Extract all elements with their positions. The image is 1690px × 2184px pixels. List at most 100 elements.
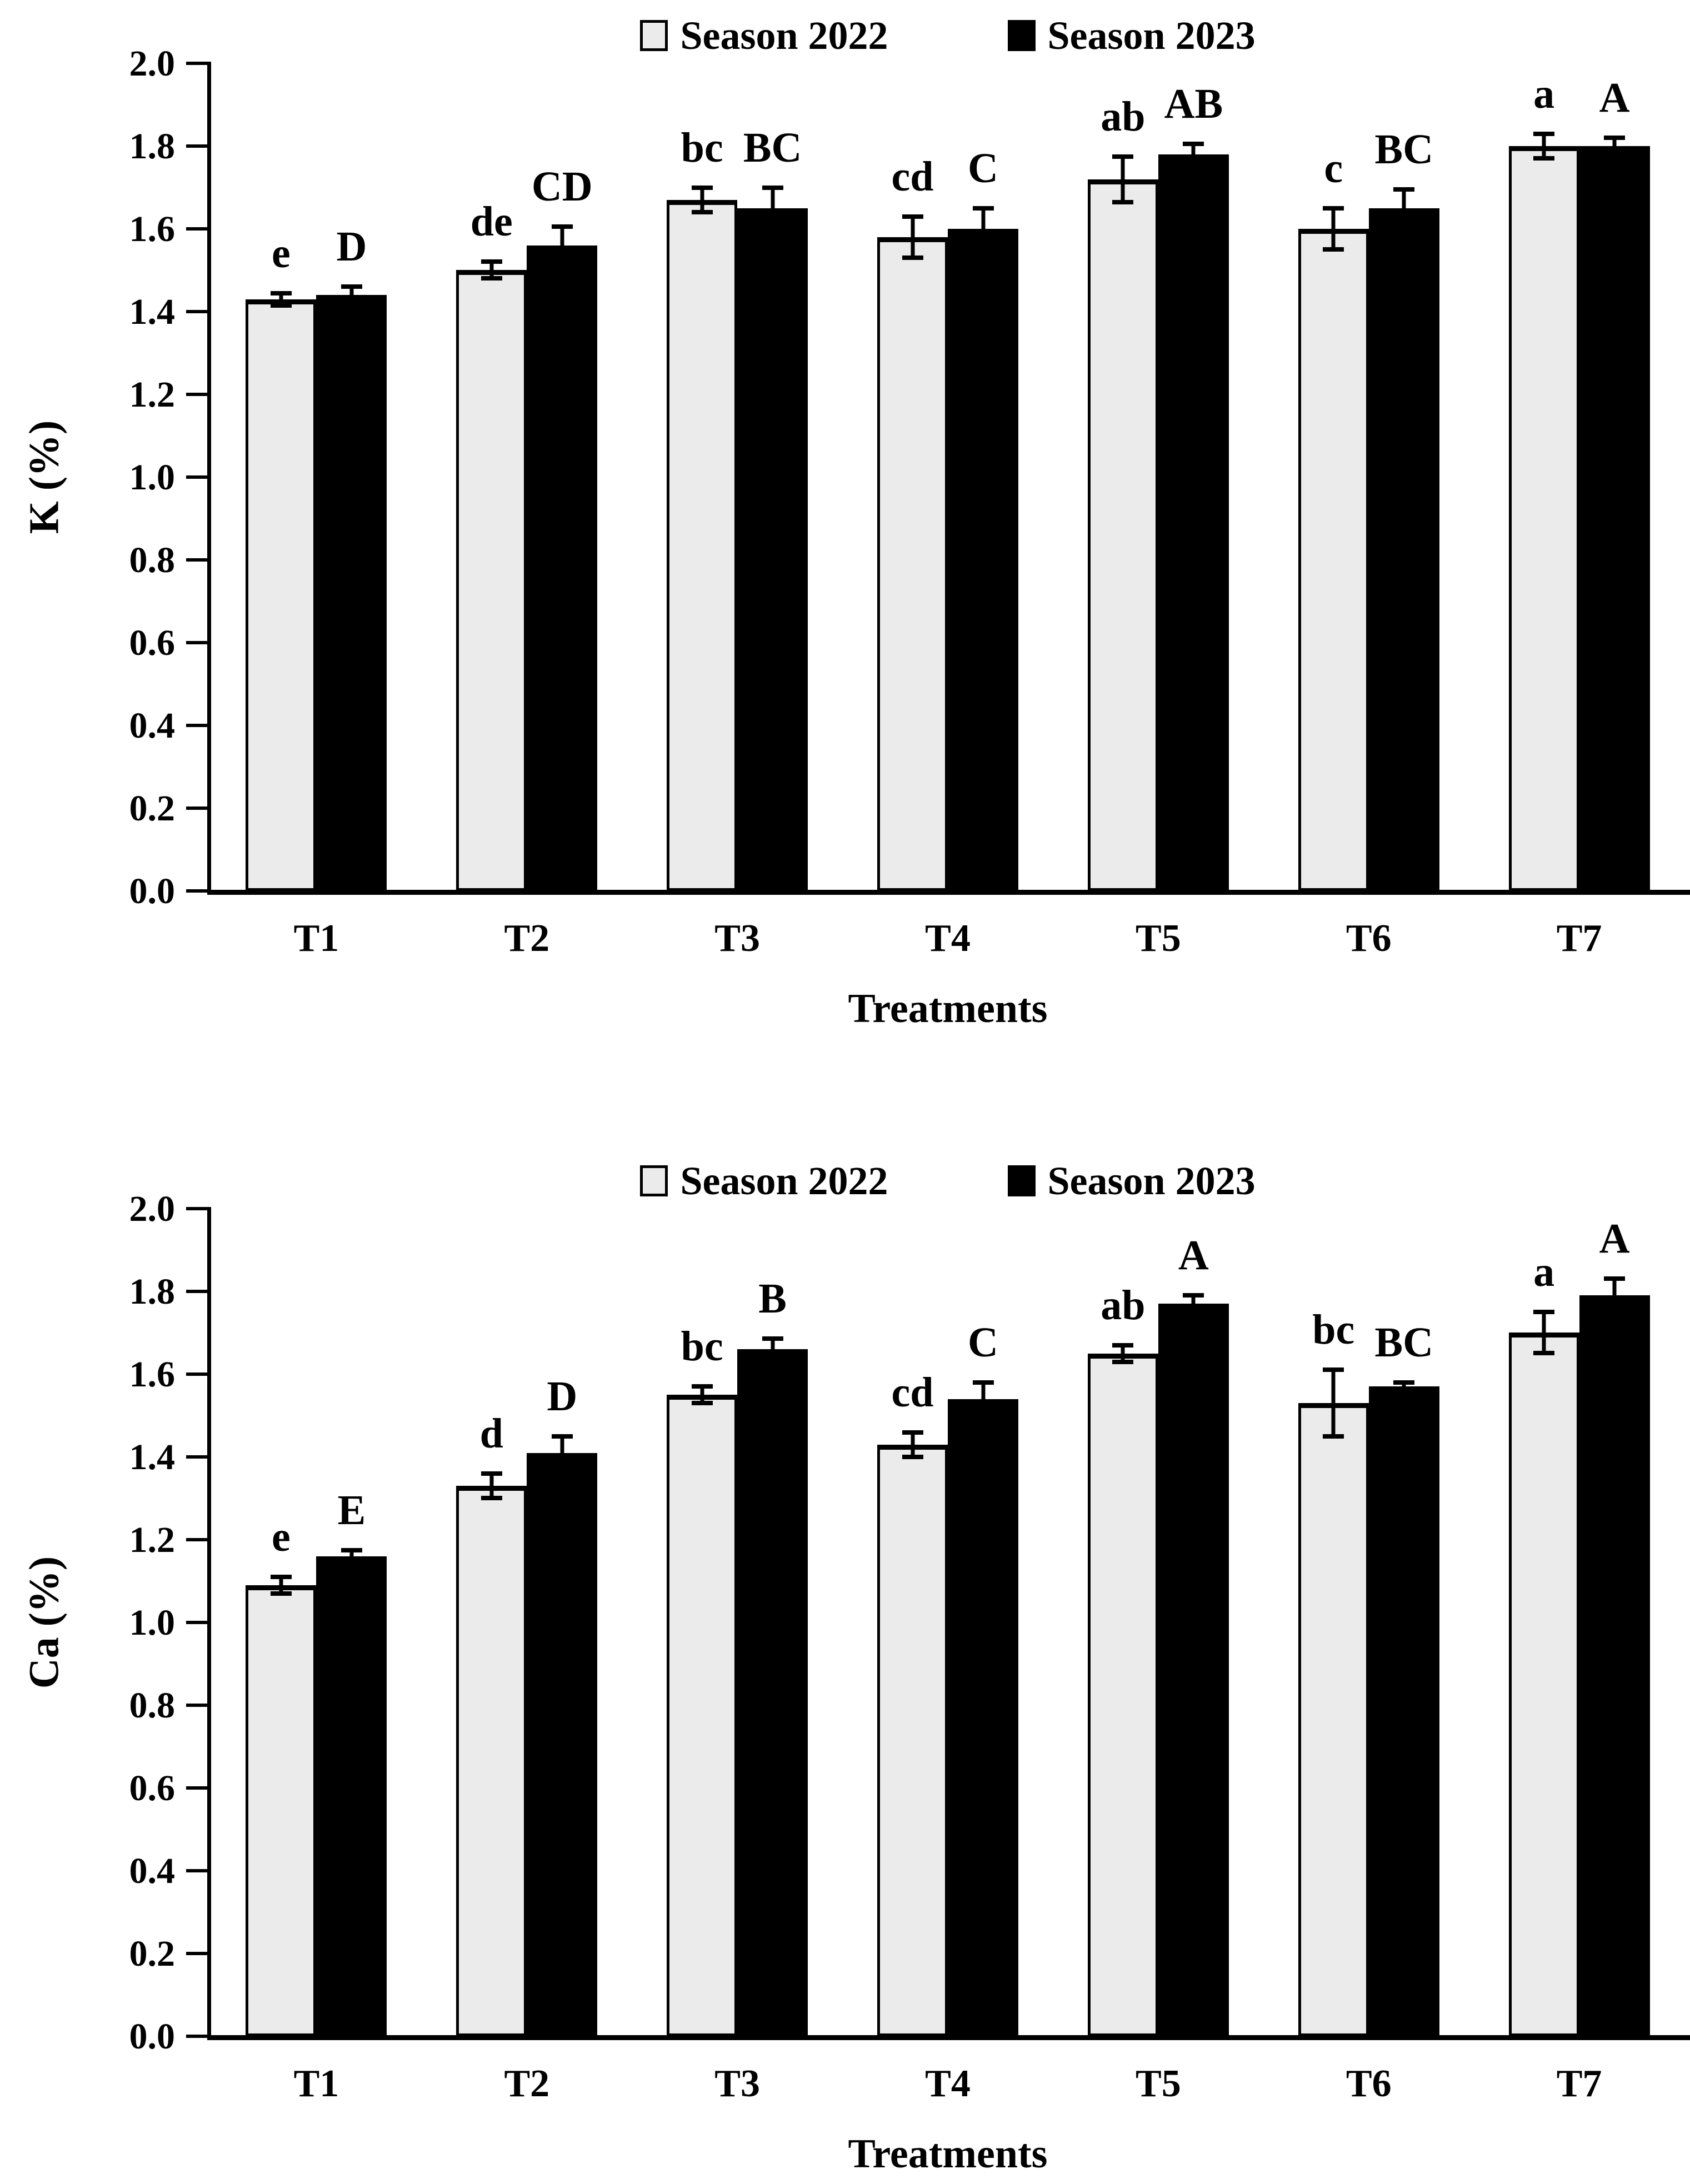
- significance-letter: A: [1178, 1232, 1209, 1279]
- error-bar-cap-bottom: [1112, 200, 1134, 204]
- bar-season-2023-t2: CD: [527, 164, 598, 891]
- bar-fill: [246, 1585, 317, 2036]
- significance-letter: BC: [1374, 126, 1434, 173]
- error-bar-cap-top: [1183, 1293, 1204, 1298]
- x-tick-label-t7: T7: [1556, 2062, 1602, 2105]
- bar-season-2022-t3: bc: [667, 126, 738, 891]
- y-tick-mark: [186, 1786, 207, 1790]
- y-tick-mark: [186, 1952, 207, 1955]
- bar-group-t2: de CD: [422, 63, 632, 891]
- y-tick-mark: [186, 1538, 207, 1541]
- error-bar-cap-bottom: [481, 1496, 502, 1500]
- bar-fill: [527, 1453, 598, 2036]
- y-tick-label: 0.6: [129, 623, 176, 663]
- error-bar-cap-top: [481, 1471, 502, 1476]
- error-bar-cap-top: [1112, 1343, 1134, 1348]
- error-bar-cap-top: [1533, 132, 1555, 136]
- bar-fill: [1368, 1386, 1439, 2036]
- y-tick-mark: [186, 144, 207, 148]
- y-tick-label: 1.0: [129, 1602, 176, 1643]
- bar-fill: [1508, 146, 1579, 891]
- y-axis-line: [207, 1207, 211, 2038]
- error-bar-cap-top: [481, 259, 502, 264]
- error-bar-line: [1191, 1295, 1196, 1312]
- error-bar-line: [560, 1436, 564, 1470]
- bar-fill: [1298, 229, 1369, 891]
- legend-swatch-icon: [1007, 20, 1036, 51]
- x-labels: T1 T2 T3 T4 T5 T6 T7: [211, 916, 1684, 961]
- significance-letter: d: [479, 1410, 503, 1457]
- y-tick-mark: [186, 807, 207, 810]
- error-bar-cap-bottom: [1323, 1434, 1344, 1439]
- bar-group-t4: cd C: [843, 63, 1053, 891]
- y-tick-label: 1.8: [129, 1271, 176, 1312]
- bar-season-2023-t2: D: [527, 1374, 598, 2036]
- bar-fill: [948, 229, 1018, 891]
- legend: Season 2022 Season 2023: [211, 8, 1684, 63]
- significance-letter: ab: [1101, 1282, 1146, 1329]
- error-bar-cap-bottom: [1533, 1351, 1555, 1355]
- y-tick-mark: [186, 1621, 207, 1624]
- error-bar-cap-bottom: [691, 210, 713, 214]
- x-tick-label-t5: T5: [1136, 2062, 1181, 2105]
- error-bar-cap-top: [691, 186, 713, 190]
- error-bar-cap-bottom: [1183, 1310, 1204, 1314]
- x-axis-line: [207, 890, 1690, 895]
- x-tick-label-t6: T6: [1346, 2062, 1392, 2105]
- bar-season-2022-t7: a: [1508, 72, 1579, 891]
- x-axis-line: [207, 2035, 1690, 2040]
- error-bar-cap-bottom: [341, 1560, 362, 1565]
- x-tick-label-t4: T4: [925, 2062, 971, 2105]
- bar-fill: [456, 1486, 527, 2036]
- bar-group-t5: ab A: [1053, 1209, 1263, 2036]
- error-bar-cap-bottom: [270, 303, 292, 308]
- error-bar-line: [1612, 138, 1617, 154]
- error-bar-cap-bottom: [691, 1401, 713, 1405]
- y-tick-mark: [186, 310, 207, 313]
- y-tick-label: 0.0: [129, 871, 176, 911]
- y-tick-label: 0.4: [129, 1851, 176, 1891]
- legend-swatch-icon: [640, 20, 668, 51]
- bar-season-2023-t1: E: [316, 1488, 387, 2036]
- legend-label: Season 2022: [680, 1159, 888, 1203]
- bar-season-2022-t7: a: [1508, 1250, 1579, 2036]
- bar-season-2023-t4: C: [948, 1320, 1018, 2036]
- bar-fill: [1368, 208, 1439, 891]
- bar-group-t3: bc BC: [632, 63, 843, 891]
- significance-letter: E: [337, 1487, 366, 1534]
- error-bar-cap-bottom: [902, 1455, 923, 1459]
- error-bar-cap-top: [1393, 1380, 1415, 1385]
- y-tick-mark: [186, 393, 207, 396]
- y-tick-label: 2.0: [129, 1189, 176, 1229]
- error-bar-cap-bottom: [972, 1414, 994, 1418]
- significance-letter: a: [1533, 1249, 1555, 1295]
- significance-letter: bc: [1312, 1306, 1355, 1353]
- legend-item-season-2022: Season 2022: [640, 1159, 888, 1203]
- bar-fill: [948, 1399, 1018, 2036]
- error-bar-cap-bottom: [551, 262, 573, 267]
- error-bar-cap-bottom: [1533, 156, 1555, 161]
- legend-item-season-2023: Season 2023: [1007, 13, 1256, 58]
- bar-fill: [1087, 179, 1158, 891]
- y-tick-mark: [186, 475, 207, 479]
- y-tick-mark: [186, 1207, 207, 1210]
- error-bar-cap-top: [1393, 187, 1415, 192]
- error-bar-cap-top: [341, 284, 362, 289]
- error-bar-cap-bottom: [1393, 225, 1415, 229]
- bar-fill: [1087, 1354, 1158, 2036]
- error-bar-cap-bottom: [1323, 247, 1344, 252]
- error-bar-cap-bottom: [1393, 1388, 1415, 1392]
- error-bar-line: [1121, 1345, 1125, 1362]
- bar-season-2023-t6: BC: [1368, 127, 1439, 891]
- error-bar-line: [771, 188, 775, 229]
- error-bar-cap-top: [902, 1430, 923, 1435]
- error-bar-cap-bottom: [902, 256, 923, 260]
- error-bar-cap-top: [551, 224, 573, 229]
- bar-group-t6: c BC: [1263, 63, 1474, 891]
